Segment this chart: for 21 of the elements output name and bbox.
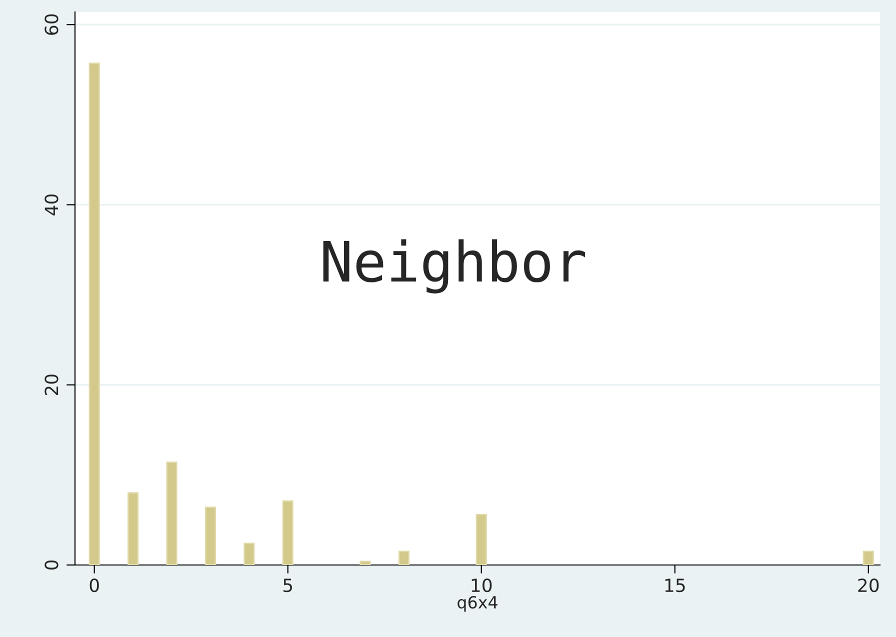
bar [282,500,294,565]
bar [360,560,371,565]
x-axis-title: q6x4 [458,596,498,612]
x-tick-label: 15 [665,578,685,592]
bar [204,506,216,565]
bar [476,514,487,565]
x-tick-label: 20 [858,578,879,592]
bar [398,550,410,565]
bar [128,492,139,565]
y-tick-label: 40 [44,194,58,216]
bar [166,462,178,565]
bar [862,550,874,565]
y-tick-label: 20 [44,374,58,396]
x-tick-label: 5 [284,578,292,592]
x-tick-label: 0 [90,578,99,592]
bar [244,542,255,565]
y-tick-label: 0 [44,560,58,570]
y-tick-label: 60 [44,14,58,35]
x-tick-label: 10 [472,578,492,592]
annotation: Neighbor [323,239,586,294]
bar [88,62,100,565]
